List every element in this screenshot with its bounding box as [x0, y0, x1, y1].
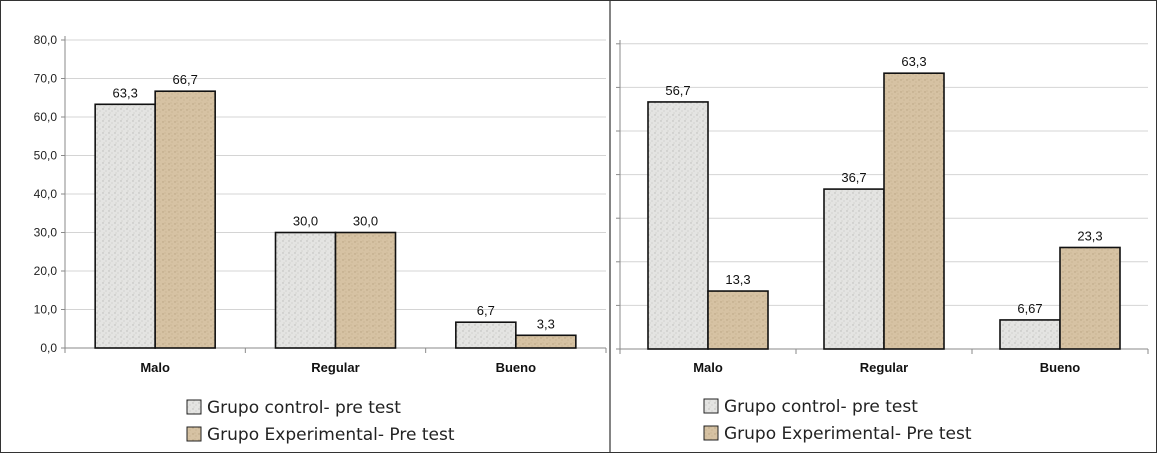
legend-swatch [703, 398, 719, 414]
bar-control-bueno [999, 319, 1061, 350]
y-tick-label: 50,0 [34, 149, 58, 163]
data-label: 13,3 [725, 272, 750, 287]
legend-swatch [703, 425, 719, 441]
bar-experimental-regular [334, 231, 397, 349]
bar-experimental-bueno [515, 334, 577, 349]
data-label: 6,7 [477, 303, 495, 318]
y-tick-label: 0,0 [40, 341, 57, 355]
data-label: 66,7 [173, 72, 198, 87]
legend-swatch [186, 399, 202, 415]
data-label: 3,3 [537, 316, 555, 331]
data-label: 56,7 [665, 83, 690, 98]
y-tick-label: 20,0 [34, 264, 58, 278]
data-label: 30,0 [293, 214, 318, 229]
legend-swatch [186, 426, 202, 442]
y-tick-label: 10,0 [34, 303, 58, 317]
y-tick-label: 60,0 [34, 110, 58, 124]
data-label: 63,3 [901, 54, 926, 69]
y-tick-label: 30,0 [34, 226, 58, 240]
bar-control-bueno [455, 321, 517, 349]
bar-experimental-regular [883, 72, 945, 350]
bar-experimental-bueno [1059, 246, 1121, 350]
bar-experimental-malo [154, 90, 216, 349]
bar-experimental-malo [707, 290, 769, 350]
y-tick-label: 40,0 [34, 187, 58, 201]
category-label: Regular [860, 360, 908, 375]
category-label: Regular [311, 360, 359, 375]
bar-control-regular [274, 231, 337, 349]
data-label: 23,3 [1077, 228, 1102, 243]
data-label: 6,67 [1017, 301, 1042, 316]
category-label: Malo [140, 360, 170, 375]
data-label: 30,0 [353, 214, 378, 229]
bar-control-regular [823, 188, 885, 350]
data-label: 36,7 [841, 170, 866, 185]
y-tick-label: 80,0 [34, 33, 58, 47]
data-label: 63,3 [113, 85, 138, 100]
bar-control-malo [647, 101, 709, 350]
category-label: Bueno [1040, 360, 1081, 375]
legend-label: Grupo control- pre test [207, 398, 401, 418]
legend-label: Grupo control- pre test [724, 397, 918, 417]
y-tick-label: 70,0 [34, 72, 58, 86]
category-label: Malo [693, 360, 723, 375]
legend-label: Grupo Experimental- Pre test [207, 425, 455, 445]
bar-control-malo [94, 103, 156, 349]
legend-label: Grupo Experimental- Pre test [724, 424, 972, 444]
category-label: Bueno [496, 360, 537, 375]
